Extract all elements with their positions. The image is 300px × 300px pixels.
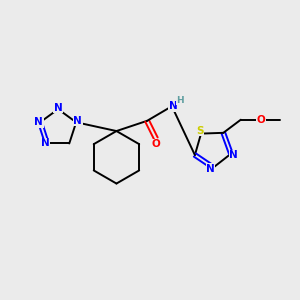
Text: N: N bbox=[169, 101, 178, 111]
Text: O: O bbox=[257, 115, 266, 125]
Text: O: O bbox=[152, 139, 160, 149]
Text: N: N bbox=[206, 164, 215, 174]
Text: N: N bbox=[41, 139, 50, 148]
Text: N: N bbox=[34, 117, 43, 127]
Text: S: S bbox=[196, 126, 203, 136]
Text: N: N bbox=[73, 116, 82, 126]
Text: N: N bbox=[54, 103, 62, 113]
Text: H: H bbox=[176, 96, 184, 105]
Text: N: N bbox=[230, 150, 238, 160]
